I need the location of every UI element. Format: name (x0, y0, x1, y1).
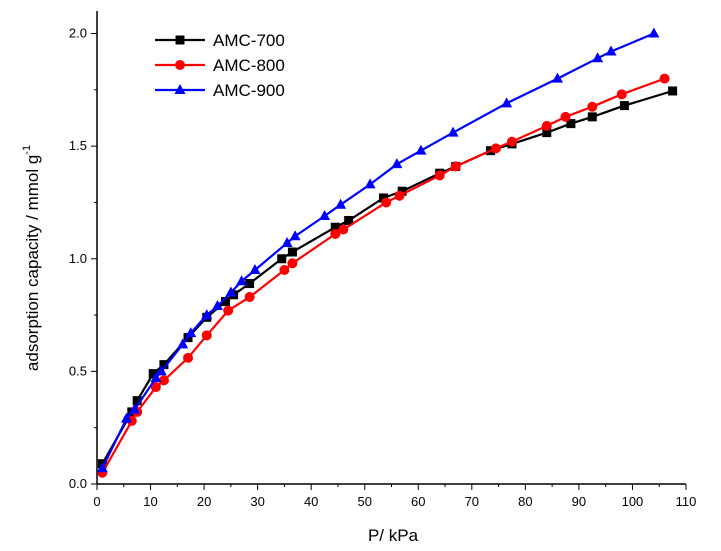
data-point (587, 101, 598, 112)
data-point (338, 224, 349, 235)
data-point (128, 403, 140, 414)
y-tick-label: 0.5 (69, 363, 87, 378)
data-point (201, 309, 213, 320)
data-point (155, 365, 167, 376)
data-point (132, 396, 142, 406)
x-tick-label: 100 (622, 494, 644, 509)
data-point (605, 45, 617, 56)
data-point (391, 158, 403, 169)
data-point (330, 222, 340, 232)
data-point (249, 264, 261, 275)
y-axis-title-text: adsorption capacity / mmol g (23, 155, 42, 371)
series-3 (96, 27, 660, 473)
data-point (450, 161, 461, 172)
data-point (150, 372, 162, 383)
series-2 (97, 73, 670, 478)
data-point (434, 170, 445, 181)
data-point (397, 186, 407, 196)
y-axis-title-superscript: -1 (21, 145, 33, 155)
legend-label: AMC-700 (213, 31, 285, 50)
data-point (648, 27, 660, 38)
x-tick-label: 50 (357, 494, 371, 509)
x-tick-label: 80 (518, 494, 532, 509)
data-point (619, 101, 629, 111)
legend: AMC-700 AMC-800 AMC-900 (155, 31, 285, 100)
data-point (560, 111, 571, 122)
data-point (201, 330, 212, 341)
data-point (236, 275, 248, 286)
data-point (244, 292, 255, 303)
data-point (381, 197, 392, 208)
series-line (101, 32, 655, 469)
data-point (490, 143, 501, 154)
data-point (566, 119, 576, 129)
x-tick-label: 20 (197, 494, 211, 509)
series-layer (96, 27, 678, 478)
data-point (330, 228, 341, 239)
data-point (281, 236, 293, 247)
data-point (287, 247, 297, 257)
data-point (616, 89, 627, 100)
legend-label: AMC-800 (213, 56, 285, 75)
y-tick-label: 0.0 (69, 476, 87, 491)
data-point (96, 462, 108, 473)
data-point (378, 193, 388, 203)
data-point (177, 338, 189, 349)
data-point (551, 72, 563, 83)
y-axis-title: adsorption capacity / mmol g-1 (21, 145, 42, 371)
x-tick-label: 110 (676, 494, 697, 509)
data-point (150, 382, 161, 393)
data-point (211, 300, 223, 311)
data-point (289, 230, 301, 241)
data-point (279, 265, 290, 276)
data-point (183, 352, 194, 363)
data-point (506, 136, 517, 147)
data-point (335, 198, 347, 209)
data-point (344, 215, 354, 225)
data-point (319, 209, 331, 220)
data-point (225, 286, 237, 297)
data-point (415, 144, 427, 155)
data-point (542, 128, 552, 138)
data-point (185, 327, 197, 338)
data-point (364, 178, 376, 189)
data-point (221, 297, 231, 307)
legend-marker (174, 84, 186, 94)
series-1 (97, 86, 678, 469)
data-point (245, 279, 255, 289)
x-tick-label: 30 (250, 494, 264, 509)
data-point (668, 86, 678, 96)
y-tick-label: 1.5 (69, 138, 87, 153)
data-point (394, 190, 405, 201)
legend-label: AMC-900 (213, 81, 285, 100)
legend-marker (175, 60, 185, 70)
data-point (158, 375, 169, 386)
x-tick-label: 70 (465, 494, 479, 509)
y-tick-label: 1.0 (69, 251, 87, 266)
data-point (447, 126, 459, 137)
data-point (277, 254, 287, 264)
data-point (287, 258, 298, 269)
x-tick-label: 10 (143, 494, 157, 509)
series-line (101, 89, 673, 465)
data-point (120, 412, 132, 423)
data-point (148, 369, 158, 379)
data-point (592, 52, 604, 63)
x-tick-label: 0 (93, 494, 100, 509)
data-point (659, 73, 670, 84)
legend-marker (175, 35, 185, 45)
data-point (159, 360, 169, 370)
x-tick-label: 60 (411, 494, 425, 509)
data-point (541, 120, 552, 131)
data-point (587, 112, 597, 122)
series-line (101, 77, 665, 474)
x-axis-title: P/ kPa (368, 526, 419, 545)
y-tick-label: 2.0 (69, 26, 87, 41)
data-point (501, 97, 513, 108)
data-point (223, 305, 234, 316)
axes: 0 10 20 30 40 50 60 70 80 90 100 110 0.0 0.5 1.0 1.5 2.0 (69, 11, 696, 509)
x-tick-label: 90 (572, 494, 586, 509)
x-tick-label: 40 (304, 494, 318, 509)
